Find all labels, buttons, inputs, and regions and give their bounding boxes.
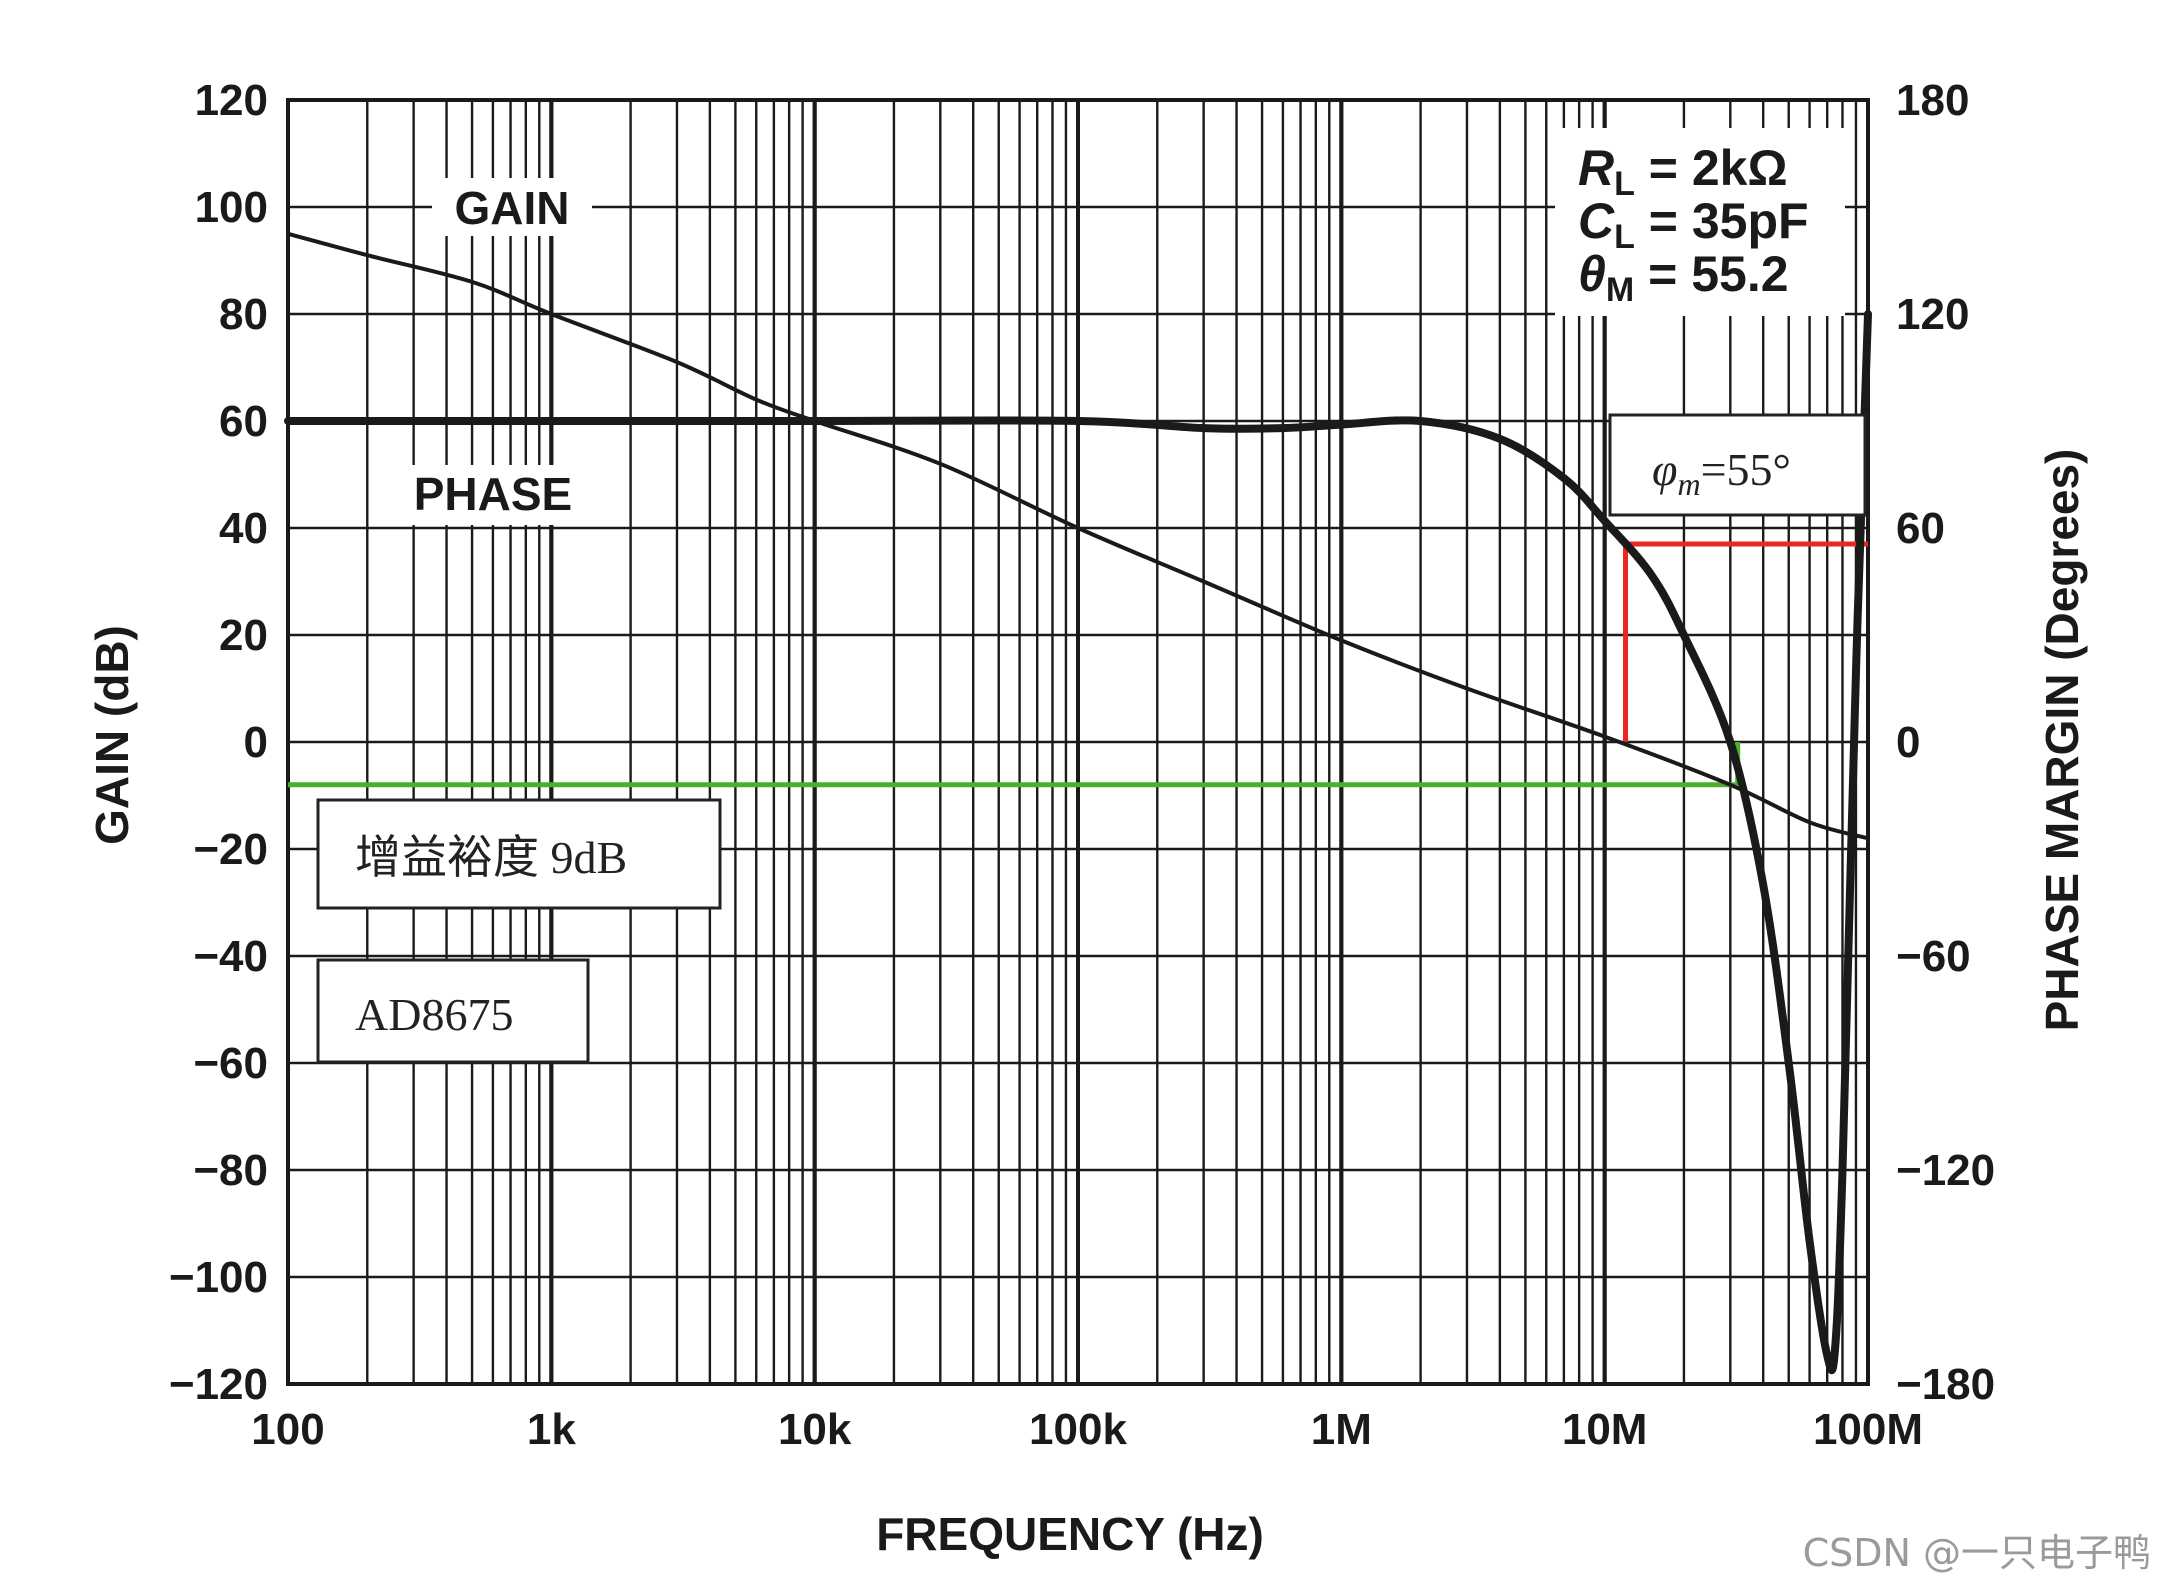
x-axis-ticks: 100 1k 10k 100k 1M 10M 100M: [251, 1405, 1923, 1454]
y-tick-label: 100: [195, 183, 268, 232]
series-gain-line: [286, 231, 1870, 841]
y-tick-label: 40: [219, 504, 268, 553]
part-number-box: [316, 958, 590, 1064]
condition-symbol: C: [1578, 193, 1615, 249]
y2-tick-label: 180: [1896, 76, 1969, 125]
y2-tick-label: 60: [1896, 504, 1945, 553]
left-axis-ticks: 120 100 80 60 40 20 0 −20 −40 −60 −80 −100 −120: [169, 76, 268, 1409]
y2-axis-title: PHASE MARGIN (Degrees): [2036, 449, 2088, 1032]
y-tick-label: 0: [244, 718, 268, 767]
condition-value: = 2kΩ: [1635, 140, 1788, 196]
gain-label-bg: [432, 178, 592, 236]
part-number-text: AD8675: [355, 989, 513, 1040]
condition-symbol: θ: [1578, 246, 1606, 302]
x-tick-label: 100M: [1813, 1405, 1923, 1454]
condition-line: θM = 55.2: [1578, 246, 1789, 309]
x-tick-label: 1M: [1311, 1405, 1372, 1454]
phase-label-bg: [385, 465, 600, 525]
y-tick-label: −20: [193, 825, 268, 874]
gain-margin-text: 增益裕度 9dB: [355, 832, 627, 883]
phase-margin-text: φm=55°: [1652, 444, 1791, 502]
phi-symbol: φ: [1652, 444, 1677, 495]
y-tick-label: 60: [219, 397, 268, 446]
condition-line: CL = 35pF: [1578, 193, 1809, 256]
y2-tick-label: 0: [1896, 718, 1920, 767]
x-axis-title: FREQUENCY (Hz): [876, 1508, 1264, 1560]
condition-symbol: R: [1578, 140, 1614, 196]
x-tick-label: 10M: [1562, 1405, 1648, 1454]
condition-subscript: M: [1606, 271, 1634, 309]
condition-value: = 35pF: [1635, 193, 1809, 249]
series-phase-line: [284, 310, 1872, 1375]
condition-value: = 55.2: [1634, 246, 1788, 302]
y-tick-label: 120: [195, 76, 268, 125]
condition-line: RL = 2kΩ: [1578, 140, 1788, 203]
y-tick-label: −80: [193, 1146, 268, 1195]
phase-margin-box: [1608, 413, 1867, 517]
x-tick-label: 10k: [778, 1405, 852, 1454]
phi-sub: m: [1677, 466, 1700, 502]
y-tick-label: 20: [219, 611, 268, 660]
y2-tick-label: −180: [1896, 1360, 1995, 1409]
y2-tick-label: −60: [1896, 932, 1971, 981]
watermark: CSDN @一只电子鸭: [1802, 1531, 2151, 1575]
right-axis-ticks: 180 120 60 0 −60 −120 −180: [1896, 76, 1995, 1409]
y-axis-title: GAIN (dB): [86, 625, 138, 845]
x-tick-label: 1k: [527, 1405, 576, 1454]
y-tick-label: 80: [219, 290, 268, 339]
gain-margin-box: [316, 798, 722, 910]
y2-tick-label: −120: [1896, 1146, 1995, 1195]
y-tick-label: −40: [193, 932, 268, 981]
curves: [284, 231, 1872, 1375]
x-tick-label: 100: [251, 1405, 324, 1454]
phase-label: PHASE: [414, 468, 572, 520]
y-tick-label: −120: [169, 1360, 268, 1409]
y-tick-label: −100: [169, 1253, 268, 1302]
y-tick-label: −60: [193, 1039, 268, 1088]
gain-label: GAIN: [455, 182, 570, 234]
condition-subscript: L: [1614, 218, 1635, 256]
conditions-box-bg: [1555, 128, 1845, 316]
phase-margin-value: =55°: [1701, 444, 1791, 495]
x-tick-label: 100k: [1029, 1405, 1127, 1454]
y2-tick-label: 120: [1896, 290, 1969, 339]
condition-subscript: L: [1614, 165, 1635, 203]
